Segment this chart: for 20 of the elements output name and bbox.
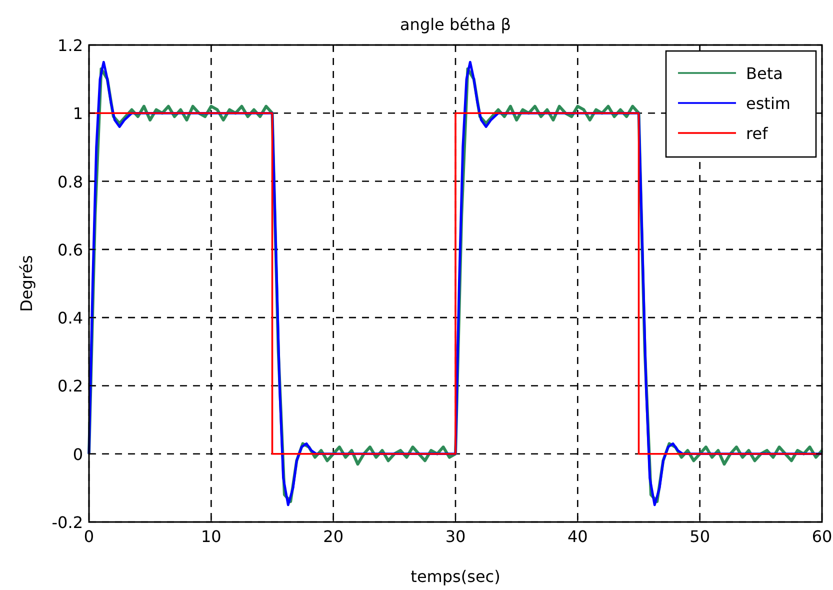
legend-label: estim	[746, 94, 790, 113]
x-tick-label: 50	[690, 527, 710, 546]
y-tick-label: 0.6	[58, 240, 83, 260]
legend-label: Beta	[746, 64, 783, 83]
y-tick-label: 0.8	[58, 172, 83, 192]
y-tick-label: 1	[72, 104, 83, 124]
legend-label: ref	[746, 124, 768, 143]
y-tick-label: 1.2	[58, 36, 83, 55]
x-tick-label: 10	[200, 527, 222, 546]
y-tick-label: 0.4	[58, 308, 83, 328]
y-tick-label: 0	[72, 444, 83, 464]
y-axis-title: Degrés	[17, 255, 36, 312]
x-tick-label: 40	[567, 527, 588, 546]
x-tick-label: 30	[445, 527, 466, 546]
x-tick-label: 60	[812, 527, 832, 546]
y-tick-label: 0.2	[58, 376, 83, 396]
chart-title: angle bétha β	[400, 15, 511, 34]
y-tick-label: -0.2	[52, 513, 83, 532]
x-axis-title: temps(sec)	[410, 567, 500, 586]
x-tick-label: 20	[323, 527, 344, 546]
